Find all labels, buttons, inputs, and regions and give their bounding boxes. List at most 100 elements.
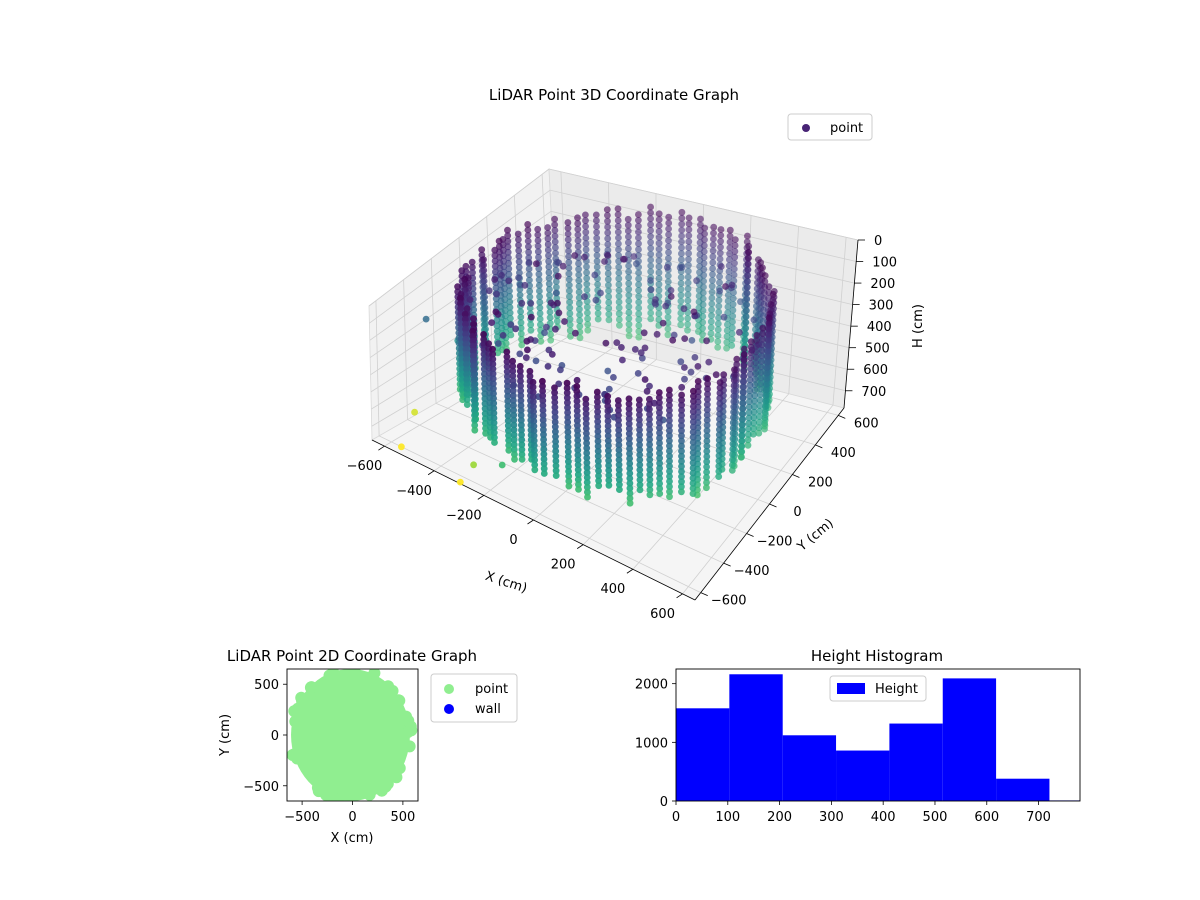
- point-3d: [625, 239, 632, 247]
- point-3d: [664, 272, 672, 280]
- point-3d: [703, 468, 710, 476]
- point-3d: [669, 336, 677, 344]
- point-3d: [725, 274, 733, 281]
- point-3d: [678, 452, 685, 460]
- point-3d: [755, 429, 763, 437]
- point-3d: [745, 425, 752, 433]
- point-3d: [665, 213, 673, 221]
- point-3d: [574, 231, 582, 239]
- point-3d: [530, 442, 538, 449]
- point-3d: [729, 419, 737, 427]
- grid-line-y: [403, 279, 724, 564]
- point-3d: [763, 364, 771, 372]
- point-3d: [756, 396, 764, 404]
- point-3d: [666, 473, 673, 480]
- point-3d: [664, 313, 672, 321]
- point-3d: [716, 249, 724, 257]
- legend-2d-marker-point: [444, 684, 454, 694]
- point-3d: [704, 390, 711, 398]
- y-tick-label-3d: −400: [734, 564, 770, 579]
- point-3d: [750, 403, 758, 411]
- point-3d: [726, 232, 734, 240]
- point-3d: [646, 441, 653, 448]
- point-3d: [729, 456, 736, 464]
- point-3d: [697, 215, 704, 223]
- point-3d: [716, 384, 724, 392]
- point-3d: [689, 433, 697, 441]
- point-3d: [626, 455, 633, 462]
- point-3d: [539, 397, 547, 405]
- point-3d: [546, 291, 553, 299]
- point-3d: [731, 248, 739, 255]
- point-3d: [664, 278, 672, 286]
- point-3d: [564, 423, 572, 431]
- point-3d: [494, 349, 502, 357]
- point-3d: [509, 382, 517, 390]
- point-3d: [503, 373, 511, 380]
- point-3d: [625, 420, 633, 428]
- point-3d: [574, 441, 582, 449]
- point-3d: [526, 367, 534, 375]
- point-3d: [647, 277, 654, 284]
- point-3d: [470, 362, 477, 370]
- point-3d: [503, 348, 511, 356]
- point-3d: [767, 301, 775, 308]
- point-3d: [540, 431, 547, 439]
- point-3d: [646, 451, 654, 458]
- point-3d: [503, 358, 511, 366]
- y-tick-label-hist: 0: [660, 795, 668, 810]
- point-3d: [635, 298, 643, 306]
- point-3d: [517, 377, 524, 385]
- point-3d: [709, 253, 717, 261]
- chart-3d-title: LiDAR Point 3D Coordinate Graph: [489, 86, 739, 104]
- point-3d: [717, 243, 724, 251]
- point-3d: [620, 255, 627, 263]
- point-3d: [656, 439, 663, 447]
- point-3d: [517, 397, 525, 404]
- point-3d: [582, 228, 590, 236]
- point-3d: [708, 282, 716, 290]
- point-3d: [517, 324, 525, 332]
- point-3d: [491, 276, 499, 283]
- point-3d: [583, 303, 591, 311]
- point-3d: [684, 320, 691, 328]
- point-3d: [411, 408, 418, 416]
- point-3d: [540, 441, 548, 448]
- point-3d: [565, 241, 572, 249]
- point-3d: [743, 307, 750, 314]
- point-3d: [561, 318, 568, 325]
- point-3d: [604, 275, 612, 283]
- point-3d: [729, 424, 737, 432]
- point-3d: [518, 456, 526, 463]
- point-3d: [566, 293, 573, 300]
- point-3d: [536, 310, 544, 317]
- point-3d: [685, 250, 692, 257]
- point-3d: [635, 281, 642, 288]
- point-3d: [744, 436, 752, 444]
- point-3d: [759, 264, 766, 272]
- point-3d: [635, 322, 643, 329]
- point-3d: [534, 225, 542, 233]
- point-3d: [656, 470, 663, 477]
- point-3d: [745, 249, 752, 256]
- point-3d: [728, 342, 736, 349]
- point-3d: [756, 413, 763, 420]
- point-3d: [656, 414, 663, 422]
- point-3d: [615, 263, 623, 271]
- point-3d: [615, 416, 622, 424]
- point-3d: [604, 392, 612, 400]
- point-3d: [525, 243, 532, 251]
- point-3d: [615, 476, 623, 484]
- point-3d: [504, 397, 512, 405]
- h-tick-label-3d: 700: [861, 385, 886, 400]
- point-3d: [685, 255, 692, 263]
- point-3d: [636, 426, 643, 434]
- point-3d: [740, 367, 748, 375]
- point-3d: [565, 264, 573, 272]
- point-3d: [740, 345, 748, 353]
- point-3d: [551, 227, 559, 234]
- point-3d: [563, 394, 571, 402]
- point-3d: [745, 254, 752, 262]
- point-3d: [685, 220, 693, 228]
- point-3d: [517, 308, 524, 315]
